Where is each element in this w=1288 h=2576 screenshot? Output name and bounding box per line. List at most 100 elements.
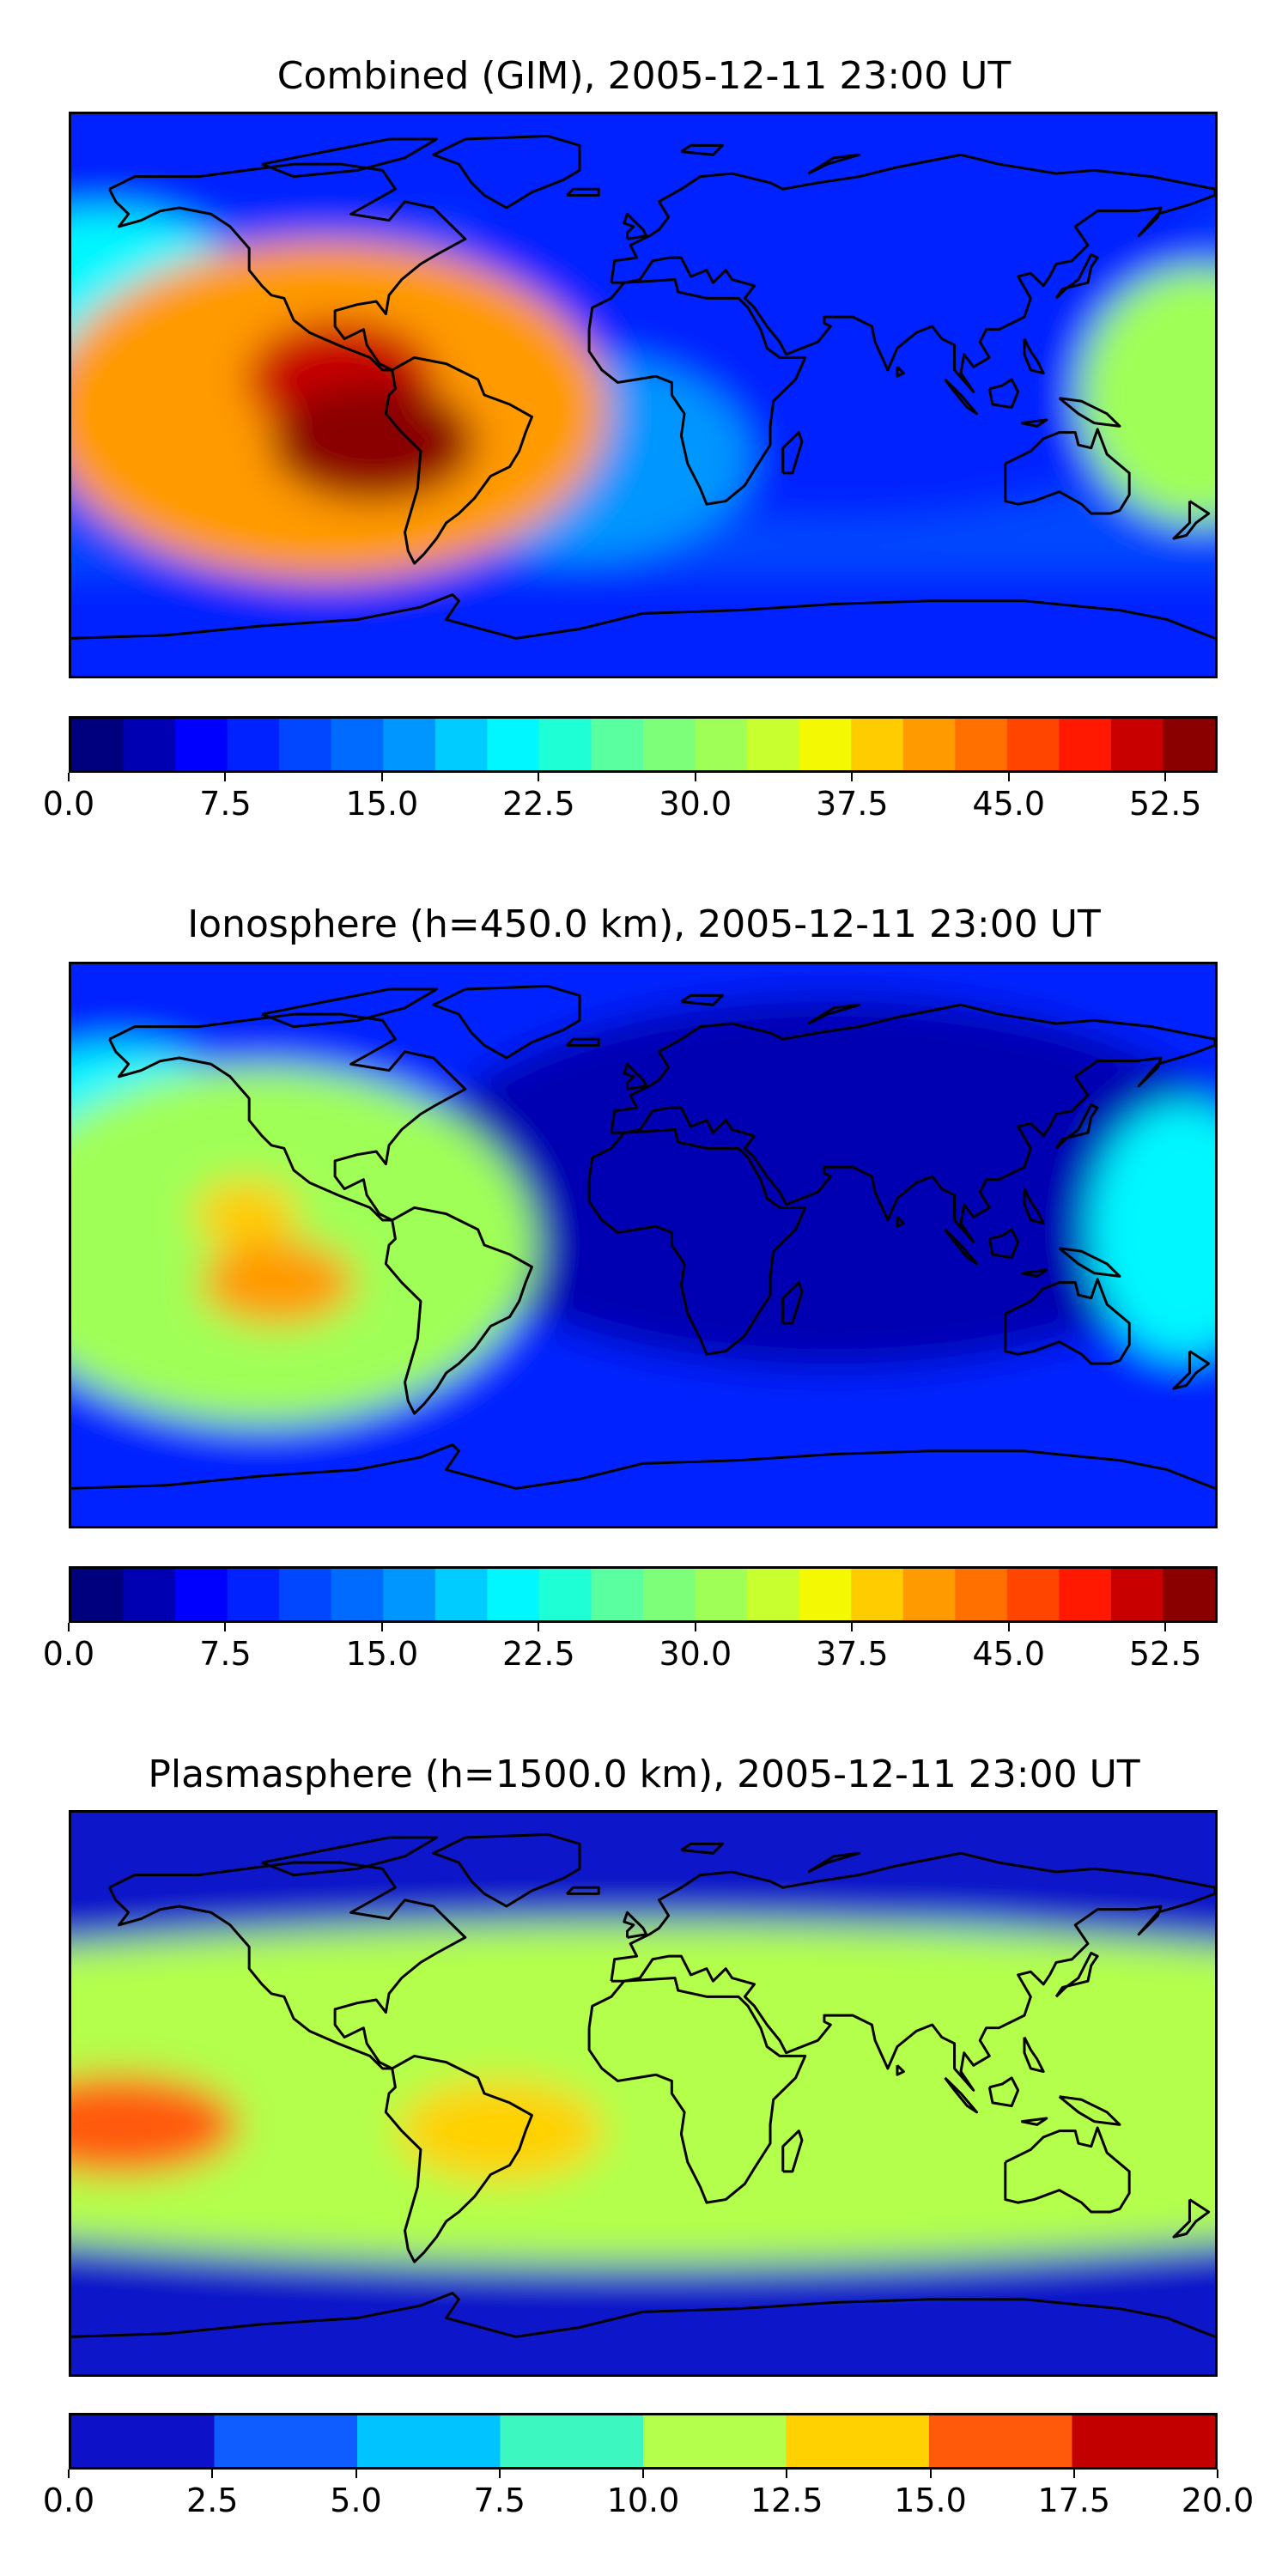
coastline-path <box>987 1228 1020 1260</box>
colorbar-gim-segment <box>227 719 280 770</box>
colorbar-ionosphere-segment <box>71 1569 125 1620</box>
colorbar-plasmasphere-tick-label: 7.5 <box>473 2482 526 2519</box>
chart-title: Combined (GIM), 2005-12-11 23:00 UT <box>276 54 1012 98</box>
colorbar-gim-segment <box>1059 719 1112 770</box>
coastline-path <box>680 1842 724 1855</box>
coastline-path <box>1058 397 1121 428</box>
colorbar-ionosphere-tick-label: 15.0 <box>345 1635 419 1673</box>
coastline-path <box>432 134 581 210</box>
colorbar-gim-segment <box>123 719 176 770</box>
field-feature <box>71 1923 1215 2264</box>
colorbar-gim-tick <box>224 773 227 781</box>
colorbar-ticks-plasmasphere: 0.0 2.5 5.0 7.5 10.0 12.5 15.0 17.5 20.0 <box>43 2470 1254 2521</box>
field-feature <box>270 382 476 501</box>
coastline-path <box>1023 337 1045 375</box>
coastline-path <box>71 1443 1215 1490</box>
colorbar-ionosphere-tick <box>538 1623 540 1631</box>
colorbar-gim-tick-label: 22.5 <box>502 785 575 823</box>
colorbar-plasmasphere-segment <box>357 2415 501 2467</box>
colorbar-gim-segment <box>643 719 696 770</box>
colorbar-plasmasphere-segment <box>1072 2415 1215 2467</box>
colorbar-ionosphere-segment <box>434 1569 488 1620</box>
colorbar-gim-segment <box>434 719 488 770</box>
colorbar-gim-tick <box>1164 773 1167 781</box>
coastline-path <box>1021 2117 1048 2126</box>
colorbar-plasmasphere <box>69 2413 1218 2470</box>
colorbar-plasmasphere-tick-label: 15.0 <box>894 2482 967 2519</box>
colorbar-gim-tick-label: 37.5 <box>815 785 889 823</box>
colorbar-ionosphere-tick <box>68 1623 70 1631</box>
coastline-path <box>587 1128 807 1356</box>
coastline-path <box>610 1851 1215 2092</box>
coastline-path <box>1058 2095 1121 2126</box>
colorbar-plasmasphere-svg <box>71 2415 1215 2467</box>
coastline-path <box>623 1062 648 1091</box>
colorbar-ionosphere-tick-label: 7.5 <box>199 1635 252 1673</box>
colorbar-gim-tick <box>1007 773 1010 781</box>
colorbar-plasmasphere-segment <box>929 2415 1073 2467</box>
colorbar-plasmasphere-tick <box>929 2470 932 2478</box>
heatmap-gim-svg <box>71 114 1215 676</box>
coastline-path <box>1004 428 1131 515</box>
colorbar-ionosphere-segment <box>643 1569 696 1620</box>
colorbar-ionosphere <box>69 1566 1218 1623</box>
coastline-path <box>610 1003 1215 1243</box>
coastline-path <box>587 278 807 506</box>
colorbar-ionosphere-segment <box>591 1569 644 1620</box>
coastline-path <box>566 187 600 197</box>
colorbar-gim-tick-label: 30.0 <box>659 785 732 823</box>
coastline-path <box>261 1836 438 1877</box>
colorbar-ionosphere-segment <box>383 1569 436 1620</box>
colorbar-gim-segment <box>591 719 644 770</box>
coastline-path <box>781 431 804 475</box>
colorbar-ticks-ionosphere: 0.0 7.5 15.0 22.5 30.0 37.5 45.0 52.5 <box>43 1623 1218 1674</box>
colorbar-plasmasphere-tick-label: 10.0 <box>606 2482 680 2519</box>
coastline-path <box>432 984 581 1060</box>
coastline-path <box>1054 1103 1099 1150</box>
colorbar-ionosphere-tick <box>224 1623 227 1631</box>
colorbar-plasmasphere-tick-label: 2.5 <box>186 2482 239 2519</box>
colorbar-ionosphere-tick-label: 0.0 <box>42 1635 95 1673</box>
coastline-path <box>1054 1952 1099 1998</box>
colorbar-gim-segment <box>1163 719 1215 770</box>
field-feature <box>194 1179 298 1249</box>
colorbar-plasmasphere-tick-label: 12.5 <box>750 2482 823 2519</box>
colorbar-gim-segment <box>955 719 1008 770</box>
coastline-path <box>807 1003 861 1025</box>
coastline-path <box>384 1206 533 1415</box>
colorbar-plasmasphere-segment <box>786 2415 930 2467</box>
coastline-path <box>623 212 648 240</box>
colorbar-gim-tick <box>380 773 383 781</box>
colorbar-plasmasphere-tick <box>68 2470 70 2478</box>
coastline-path <box>680 993 724 1006</box>
colorbar-ionosphere-segment <box>331 1569 384 1620</box>
colorbar-plasmasphere-tick <box>786 2470 788 2478</box>
colorbar-ionosphere-tick <box>694 1623 696 1631</box>
colorbar-gim-tick <box>538 773 540 781</box>
coastline-path <box>71 593 1215 640</box>
colorbar-gim-tick-label: 15.0 <box>345 785 419 823</box>
coastline-path <box>1004 1278 1131 1365</box>
colorbar-plasmasphere-tick-label: 17.5 <box>1037 2482 1111 2519</box>
colorbar-gim-segment <box>1006 719 1060 770</box>
colorbar-ionosphere-tick <box>380 1623 383 1631</box>
colorbar-gim-segment <box>1110 719 1164 770</box>
colorbar-plasmasphere-segment <box>214 2415 358 2467</box>
field-feature <box>71 2073 239 2176</box>
colorbar-plasmasphere-segment <box>500 2415 644 2467</box>
coastline-path <box>896 1216 905 1228</box>
colorbar-ionosphere-tick-label: 37.5 <box>815 1635 889 1673</box>
coastline-path <box>623 1911 648 1939</box>
coastline-path <box>610 153 1215 393</box>
colorbar-ionosphere-svg <box>71 1569 1215 1620</box>
colorbar-ionosphere-segment <box>175 1569 228 1620</box>
chart-title: Ionosphere (h=450.0 km), 2005-12-11 23:0… <box>187 902 1101 946</box>
coastline-path <box>1023 1188 1045 1225</box>
heatmap-gim <box>69 112 1218 678</box>
colorbar-plasmasphere-tick <box>1072 2470 1075 2478</box>
coastline-path <box>1021 418 1048 428</box>
colorbar-gim-tick-label: 7.5 <box>199 785 252 823</box>
coastline-path <box>71 2292 1215 2338</box>
colorbar-ionosphere-segment <box>1110 1569 1164 1620</box>
colorbar-ticks-gim: 0.0 7.5 15.0 22.5 30.0 37.5 45.0 52.5 <box>43 773 1218 824</box>
